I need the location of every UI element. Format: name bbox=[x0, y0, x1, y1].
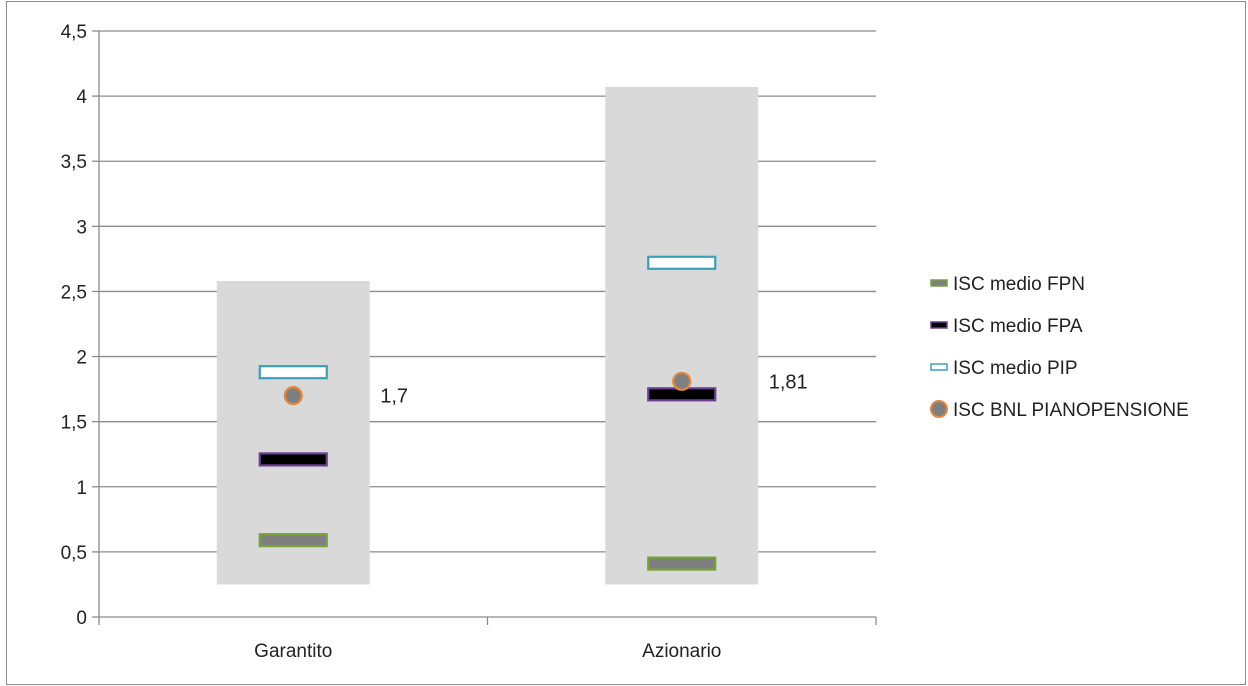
series-point-marker bbox=[283, 386, 303, 406]
chart-svg: 0 0,5 1 1,5 2 2,5 3 3,5 4 4,5 Garantito Azionario 1,… bbox=[61, 22, 1189, 662]
series-point-marker bbox=[647, 255, 717, 270]
y-tick-label: 0 bbox=[76, 608, 87, 629]
legend-swatch bbox=[930, 400, 948, 418]
x-tick-label: Garantito bbox=[254, 641, 332, 662]
y-tick-label: 3 bbox=[76, 217, 87, 238]
y-tick-label: 4,5 bbox=[61, 22, 87, 43]
series-point-marker bbox=[672, 371, 692, 391]
y-tick-label: 1,5 bbox=[61, 413, 87, 434]
legend-entry: ISC medio FPA bbox=[953, 316, 1083, 337]
legend-entry: ISC BNL PIANOPENSIONE bbox=[953, 400, 1189, 421]
legend-swatch bbox=[930, 279, 948, 287]
y-tick-label: 4 bbox=[76, 87, 87, 108]
x-tick-label: Azionario bbox=[642, 641, 721, 662]
legend-swatch bbox=[930, 363, 948, 371]
series-point-marker bbox=[258, 452, 328, 467]
series-point-marker bbox=[258, 533, 328, 548]
y-tick-label: 1 bbox=[76, 478, 87, 499]
legend-swatch bbox=[930, 321, 948, 329]
y-tick-label: 0,5 bbox=[61, 543, 87, 564]
legend-entry: ISC medio FPN bbox=[953, 274, 1085, 295]
legend-entry: ISC medio PIP bbox=[953, 358, 1078, 379]
series-point-marker bbox=[647, 556, 717, 571]
y-tick-label: 2,5 bbox=[61, 282, 87, 303]
data-label: 1,7 bbox=[380, 386, 408, 408]
data-label: 1,81 bbox=[769, 371, 808, 393]
y-tick-label: 3,5 bbox=[61, 152, 87, 173]
chart-frame: 0 0,5 1 1,5 2 2,5 3 3,5 4 4,5 Garantito Azionario 1,… bbox=[6, 1, 1246, 685]
range-box bbox=[605, 86, 759, 585]
series-point-marker bbox=[258, 365, 328, 380]
y-tick-label: 2 bbox=[76, 348, 87, 369]
